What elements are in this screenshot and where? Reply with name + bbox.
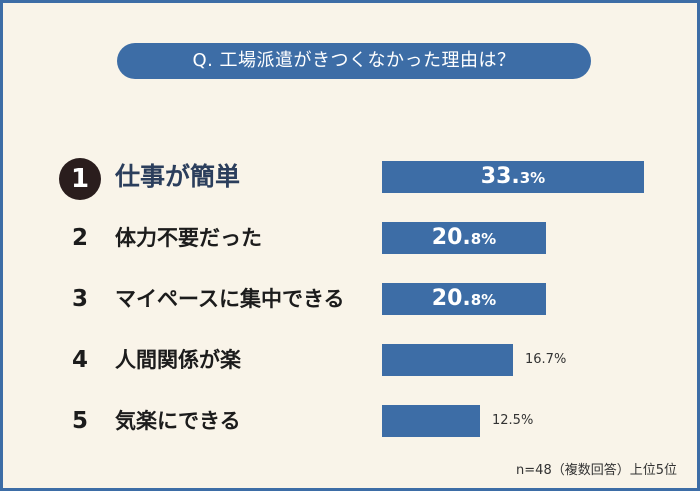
bar [382, 283, 546, 315]
value-label-integer: 20. [431, 225, 471, 250]
value-label: 20.8% [382, 222, 546, 254]
value-label-decimal: 8% [470, 230, 497, 248]
value-label: 20.8% [382, 283, 546, 315]
value-label: 12.5% [492, 413, 534, 428]
category-label: 気楽にできる [115, 409, 241, 433]
rank-5: 5 [71, 408, 88, 434]
rank-2: 2 [71, 225, 88, 251]
category-label: 人間関係が楽 [115, 348, 241, 372]
rank-4: 4 [71, 347, 88, 373]
value-label-integer: 20. [431, 286, 471, 311]
category-label: マイペースに集中できる [115, 287, 345, 311]
bar [382, 344, 513, 376]
bar [382, 161, 644, 193]
value-label-decimal: 8% [470, 291, 497, 309]
rank-1: 1 [59, 158, 101, 200]
value-label-decimal: 3% [519, 169, 546, 187]
value-label-integer: 33. [480, 164, 520, 189]
rank-3: 3 [71, 286, 88, 312]
bar [382, 222, 546, 254]
sample-note: n=48（複数回答）上位5位 [516, 463, 677, 478]
value-label: 33.3% [382, 161, 644, 193]
value-label: 16.7% [525, 352, 567, 367]
question-banner: Q. 工場派遣がきつくなかった理由は？ [117, 43, 591, 79]
category-label: 仕事が簡単 [115, 162, 241, 191]
bar [382, 405, 480, 437]
category-label: 体力不要だった [115, 226, 262, 250]
